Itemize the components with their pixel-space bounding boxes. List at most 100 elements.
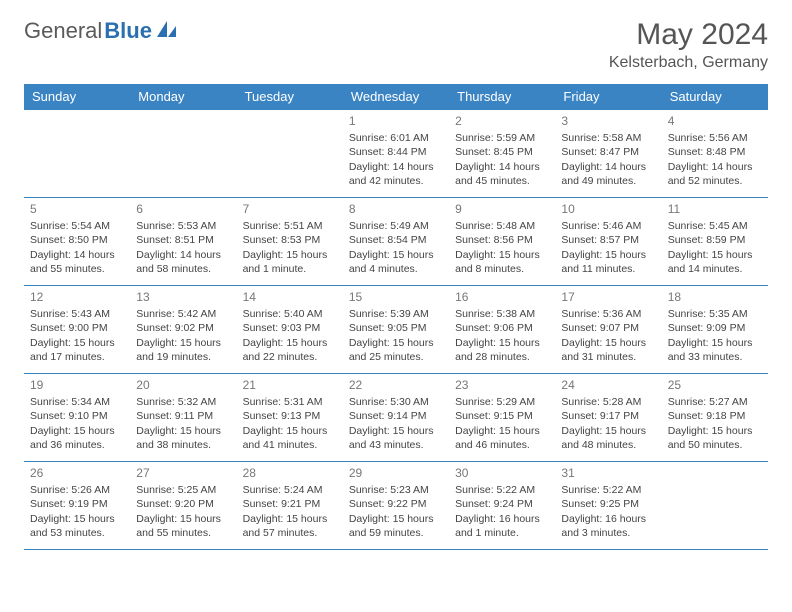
calendar-day-cell: 4 Sunrise: 5:56 AMSunset: 8:48 PMDaylight… (662, 110, 768, 198)
day-info: Sunrise: 5:56 AMSunset: 8:48 PMDaylight:… (668, 131, 762, 188)
day-info: Sunrise: 5:40 AMSunset: 9:03 PMDaylight:… (243, 307, 337, 364)
day-number: 4 (668, 113, 762, 129)
weekday-header: Monday (130, 84, 236, 110)
calendar-day-cell: 3Sunrise: 5:58 AMSunset: 8:47 PMDaylight… (555, 110, 661, 198)
page-header: GeneralBlue May 2024 Kelsterbach, German… (24, 18, 768, 72)
day-info: Sunrise: 5:24 AMSunset: 9:21 PMDaylight:… (243, 483, 337, 540)
calendar-day-cell: 18 Sunrise: 5:35 AMSunset: 9:09 PMDayligh… (662, 286, 768, 374)
day-number: 19 (30, 377, 124, 393)
day-info: Sunrise: 5:32 AMSunset: 9:11 PMDaylight:… (136, 395, 230, 452)
day-info: Sunrise: 5:48 AMSunset: 8:56 PMDaylight:… (455, 219, 549, 276)
calendar-day-cell: 26 Sunrise: 5:26 AMSunset: 9:19 PMDayligh… (24, 462, 130, 550)
day-info: Sunrise: 6:01 AMSunset: 8:44 PMDaylight:… (349, 131, 443, 188)
calendar-day-cell: 21Sunrise: 5:31 AMSunset: 9:13 PMDayligh… (237, 374, 343, 462)
calendar-day-cell: 13 Sunrise: 5:42 AMSunset: 9:02 PMDayligh… (130, 286, 236, 374)
day-number: 6 (136, 201, 230, 217)
day-number: 29 (349, 465, 443, 481)
calendar-day-cell: 22Sunrise: 5:30 AMSunset: 9:14 PMDayligh… (343, 374, 449, 462)
day-number: 16 (455, 289, 549, 305)
day-number: 9 (455, 201, 549, 217)
day-info: Sunrise: 5:23 AMSunset: 9:22 PMDaylight:… (349, 483, 443, 540)
day-number: 10 (561, 201, 655, 217)
day-number: 2 (455, 113, 549, 129)
logo: GeneralBlue (24, 18, 178, 44)
calendar-day-cell: 12 Sunrise: 5:43 AMSunset: 9:00 PMDayligh… (24, 286, 130, 374)
calendar-day-cell: 20 Sunrise: 5:32 AMSunset: 9:11 PMDayligh… (130, 374, 236, 462)
month-title: May 2024 (609, 18, 768, 52)
day-number: 28 (243, 465, 337, 481)
weekday-header: Wednesday (343, 84, 449, 110)
calendar-header-row: SundayMondayTuesdayWednesdayThursdayFrid… (24, 84, 768, 110)
day-info: Sunrise: 5:45 AMSunset: 8:59 PMDaylight:… (668, 219, 762, 276)
day-number: 22 (349, 377, 443, 393)
calendar-day-cell: 15 Sunrise: 5:39 AMSunset: 9:05 PMDayligh… (343, 286, 449, 374)
weekday-header: Sunday (24, 84, 130, 110)
weekday-header: Thursday (449, 84, 555, 110)
day-info: Sunrise: 5:43 AMSunset: 9:00 PMDaylight:… (30, 307, 124, 364)
calendar-day-cell: 1 Sunrise: 6:01 AMSunset: 8:44 PMDaylight… (343, 110, 449, 198)
calendar-day-cell: 10 Sunrise: 5:46 AMSunset: 8:57 PMDayligh… (555, 198, 661, 286)
day-number: 24 (561, 377, 655, 393)
day-info: Sunrise: 5:27 AMSunset: 9:18 PMDaylight:… (668, 395, 762, 452)
logo-sail-icon (156, 20, 178, 43)
calendar-day-cell: 2 Sunrise: 5:59 AMSunset: 8:45 PMDaylight… (449, 110, 555, 198)
weekday-header: Friday (555, 84, 661, 110)
calendar-week-row: 5 Sunrise: 5:54 AMSunset: 8:50 PMDaylight… (24, 198, 768, 286)
calendar-day-cell (237, 110, 343, 198)
day-info: Sunrise: 5:28 AMSunset: 9:17 PMDaylight:… (561, 395, 655, 452)
day-info: Sunrise: 5:22 AMSunset: 9:24 PMDaylight:… (455, 483, 549, 540)
calendar-week-row: 26 Sunrise: 5:26 AMSunset: 9:19 PMDayligh… (24, 462, 768, 550)
calendar-day-cell: 6 Sunrise: 5:53 AMSunset: 8:51 PMDaylight… (130, 198, 236, 286)
day-info: Sunrise: 5:59 AMSunset: 8:45 PMDaylight:… (455, 131, 549, 188)
day-number: 1 (349, 113, 443, 129)
calendar-table: SundayMondayTuesdayWednesdayThursdayFrid… (24, 84, 768, 550)
day-info: Sunrise: 5:29 AMSunset: 9:15 PMDaylight:… (455, 395, 549, 452)
calendar-day-cell: 25 Sunrise: 5:27 AMSunset: 9:18 PMDayligh… (662, 374, 768, 462)
calendar-day-cell (662, 462, 768, 550)
calendar-day-cell (24, 110, 130, 198)
day-info: Sunrise: 5:35 AMSunset: 9:09 PMDaylight:… (668, 307, 762, 364)
location-label: Kelsterbach, Germany (609, 54, 768, 72)
day-number: 30 (455, 465, 549, 481)
day-number: 12 (30, 289, 124, 305)
calendar-day-cell: 19 Sunrise: 5:34 AMSunset: 9:10 PMDayligh… (24, 374, 130, 462)
day-number: 20 (136, 377, 230, 393)
day-number: 26 (30, 465, 124, 481)
calendar-day-cell: 31Sunrise: 5:22 AMSunset: 9:25 PMDayligh… (555, 462, 661, 550)
calendar-day-cell: 11Sunrise: 5:45 AMSunset: 8:59 PMDayligh… (662, 198, 768, 286)
calendar-week-row: 12 Sunrise: 5:43 AMSunset: 9:00 PMDayligh… (24, 286, 768, 374)
calendar-day-cell: 7Sunrise: 5:51 AMSunset: 8:53 PMDaylight… (237, 198, 343, 286)
day-info: Sunrise: 5:26 AMSunset: 9:19 PMDaylight:… (30, 483, 124, 540)
calendar-day-cell: 8Sunrise: 5:49 AMSunset: 8:54 PMDaylight… (343, 198, 449, 286)
day-number: 13 (136, 289, 230, 305)
day-number: 25 (668, 377, 762, 393)
calendar-day-cell: 24 Sunrise: 5:28 AMSunset: 9:17 PMDayligh… (555, 374, 661, 462)
day-info: Sunrise: 5:34 AMSunset: 9:10 PMDaylight:… (30, 395, 124, 452)
weekday-header: Tuesday (237, 84, 343, 110)
day-number: 31 (561, 465, 655, 481)
day-info: Sunrise: 5:39 AMSunset: 9:05 PMDaylight:… (349, 307, 443, 364)
calendar-day-cell: 9 Sunrise: 5:48 AMSunset: 8:56 PMDaylight… (449, 198, 555, 286)
day-info: Sunrise: 5:54 AMSunset: 8:50 PMDaylight:… (30, 219, 124, 276)
day-info: Sunrise: 5:25 AMSunset: 9:20 PMDaylight:… (136, 483, 230, 540)
day-info: Sunrise: 5:53 AMSunset: 8:51 PMDaylight:… (136, 219, 230, 276)
day-info: Sunrise: 5:51 AMSunset: 8:53 PMDaylight:… (243, 219, 337, 276)
calendar-day-cell: 29 Sunrise: 5:23 AMSunset: 9:22 PMDayligh… (343, 462, 449, 550)
calendar-week-row: 1 Sunrise: 6:01 AMSunset: 8:44 PMDaylight… (24, 110, 768, 198)
day-number: 15 (349, 289, 443, 305)
calendar-day-cell: 14Sunrise: 5:40 AMSunset: 9:03 PMDayligh… (237, 286, 343, 374)
logo-text-blue: Blue (104, 18, 152, 44)
day-info: Sunrise: 5:42 AMSunset: 9:02 PMDaylight:… (136, 307, 230, 364)
calendar-day-cell: 23 Sunrise: 5:29 AMSunset: 9:15 PMDayligh… (449, 374, 555, 462)
day-number: 5 (30, 201, 124, 217)
day-info: Sunrise: 5:46 AMSunset: 8:57 PMDaylight:… (561, 219, 655, 276)
calendar-body: 1 Sunrise: 6:01 AMSunset: 8:44 PMDaylight… (24, 110, 768, 550)
title-block: May 2024 Kelsterbach, Germany (609, 18, 768, 72)
day-info: Sunrise: 5:49 AMSunset: 8:54 PMDaylight:… (349, 219, 443, 276)
calendar-day-cell: 27Sunrise: 5:25 AMSunset: 9:20 PMDayligh… (130, 462, 236, 550)
day-number: 23 (455, 377, 549, 393)
day-info: Sunrise: 5:38 AMSunset: 9:06 PMDaylight:… (455, 307, 549, 364)
calendar-day-cell (130, 110, 236, 198)
day-info: Sunrise: 5:31 AMSunset: 9:13 PMDaylight:… (243, 395, 337, 452)
day-number: 18 (668, 289, 762, 305)
